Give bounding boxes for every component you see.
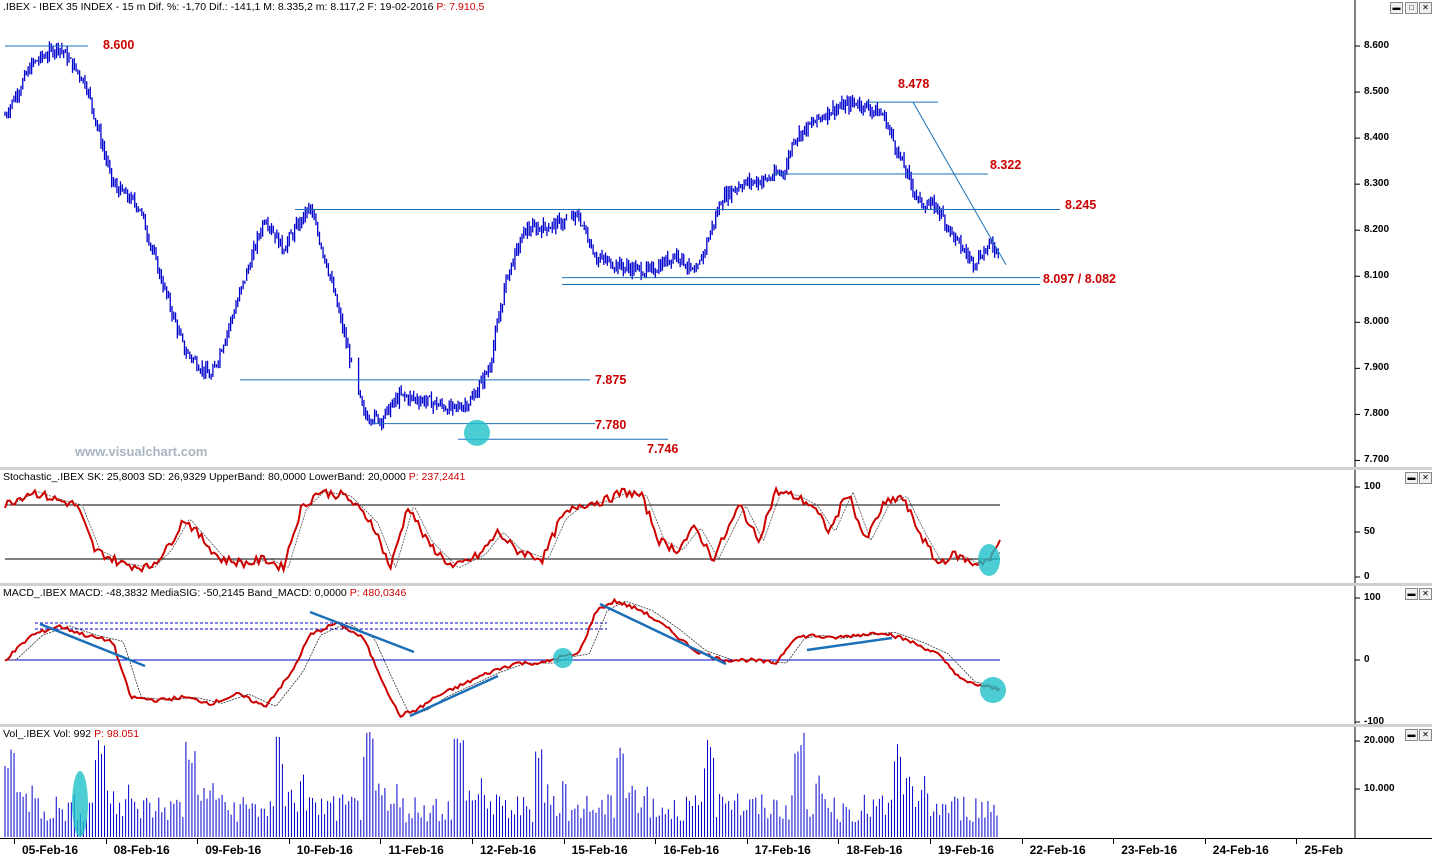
y-tick-label: 8.500: [1364, 86, 1390, 98]
price-panel: .IBEX - IBEX 35 INDEX - 15 m Dif. %: -1,…: [0, 0, 1432, 467]
x-tick-label: 15-Feb-16: [571, 843, 628, 857]
minimize-button[interactable]: ▬: [1405, 729, 1418, 741]
x-tick-label: 09-Feb-16: [205, 843, 262, 857]
x-tick-label: 16-Feb-16: [663, 843, 720, 857]
trend-line: [599, 602, 727, 666]
level-label: 7.875: [595, 373, 627, 387]
x-tick: [105, 839, 107, 844]
x-tick-label: 25-Feb: [1304, 843, 1344, 857]
x-tick: [14, 839, 15, 844]
stochastic-sd-line: [5, 491, 1001, 569]
x-tick: [1113, 839, 1115, 844]
price-panel-title: .IBEX - IBEX 35 INDEX - 15 m Dif. %: -1,…: [3, 1, 485, 13]
macd-panel: MACD_.IBEX MACD: -48,3832 MediaSIG: -50,…: [0, 586, 1432, 727]
maximize-button[interactable]: □: [1405, 2, 1418, 14]
x-tick: [746, 839, 748, 844]
x-tick: [563, 839, 565, 844]
y-tick-label: 8.100: [1364, 270, 1390, 282]
macd-chart: [4, 586, 1360, 726]
x-tick-label: 05-Feb-16: [22, 843, 79, 857]
volume-chart: [4, 727, 1360, 840]
x-tick: [1021, 839, 1023, 844]
x-tick-label: 12-Feb-16: [480, 843, 537, 857]
y-tick-label: 0: [1364, 654, 1370, 665]
stochastic-panel-title: Stochastic_.IBEX SK: 25,8003 SD: 26,9329…: [3, 471, 466, 483]
level-label: 7.746: [647, 442, 679, 456]
level-label: 8.245: [1065, 198, 1097, 212]
x-tick: [930, 839, 931, 844]
y-tick-label: 10.000: [1364, 783, 1395, 794]
highlight-circle: [553, 648, 573, 668]
highlight-circle: [464, 419, 490, 446]
y-tick-label: 8.200: [1364, 224, 1390, 236]
x-tick-label: 19-Feb-16: [938, 843, 995, 857]
x-tick: [472, 839, 473, 844]
stochastic-panel: Stochastic_.IBEX SK: 25,8003 SD: 26,9329…: [0, 470, 1432, 586]
title-bar: [0, 0, 1432, 14]
y-tick-label: 7.900: [1364, 362, 1390, 374]
x-tick-label: 08-Feb-16: [113, 843, 170, 857]
y-tick-label: 8.300: [1364, 178, 1390, 190]
stochastic-chart: [4, 470, 1360, 586]
macd-signal-line: [5, 601, 1001, 717]
x-tick-label: 18-Feb-16: [846, 843, 903, 857]
close-button[interactable]: ✕: [1419, 729, 1432, 741]
level-label: 8.600: [103, 38, 135, 52]
y-tick-label: 7.700: [1364, 454, 1390, 466]
y-tick-label: 8.600: [1364, 40, 1390, 51]
x-tick-label: 11-Feb-16: [388, 843, 444, 857]
trend-line: [309, 610, 415, 654]
level-label: 8.097 / 8.082: [1043, 272, 1116, 286]
x-tick: [1296, 839, 1298, 844]
close-button[interactable]: ✕: [1419, 588, 1432, 600]
trend-line: [39, 622, 146, 668]
close-button[interactable]: ✕: [1419, 2, 1432, 14]
watermark: www.visualchart.com: [75, 444, 208, 459]
y-tick-label: 50: [1364, 526, 1376, 537]
level-label: 7.780: [595, 418, 627, 432]
x-tick-label: 22-Feb-16: [1029, 843, 1086, 857]
x-tick: [380, 839, 382, 844]
stochastic-sk-line: [4, 485, 1001, 574]
x-tick: [288, 839, 290, 844]
highlight-circle: [980, 677, 1006, 703]
x-tick-label: 23-Feb-16: [1121, 843, 1178, 857]
price-chart: [0, 0, 1432, 467]
x-tick-label: 24-Feb-16: [1212, 843, 1269, 857]
x-tick: [197, 839, 199, 844]
minimize-button[interactable]: ▬: [1405, 472, 1418, 484]
y-tick-label: 8.000: [1364, 316, 1390, 328]
y-tick-label: 0: [1364, 571, 1370, 582]
x-tick-label: 17-Feb-16: [754, 843, 811, 857]
y-tick-label: 7.800: [1364, 408, 1390, 420]
x-tick: [1204, 839, 1206, 844]
y-tick-label: 8.400: [1364, 132, 1390, 144]
y-tick-label: -100: [1364, 716, 1385, 727]
minimize-button[interactable]: ▬: [1405, 588, 1418, 600]
macd-panel-title: MACD_.IBEX MACD: -48,3832 MediaSIG: -50,…: [3, 587, 407, 599]
trend-line: [409, 674, 499, 718]
volume-panel-title: Vol_.IBEX Vol: 992 P: 98.051: [3, 728, 140, 740]
minimize-button[interactable]: ▬: [1390, 2, 1403, 14]
x-tick: [838, 839, 840, 844]
trend-line: [912, 101, 1007, 265]
y-tick-label: 100: [1364, 592, 1381, 603]
x-tick: [655, 839, 657, 844]
close-button[interactable]: ✕: [1419, 472, 1432, 484]
macd-line: [4, 597, 1001, 719]
y-tick-label: 100: [1364, 481, 1381, 492]
y-tick-label: 20.000: [1364, 735, 1395, 746]
highlight-circle: [72, 771, 88, 837]
x-axis: 05-Feb-16 08-Feb-16 09-Feb-16 10-Feb-16 11-F…: [0, 838, 1432, 858]
x-tick-label: 10-Feb-16: [296, 843, 353, 857]
highlight-circle: [978, 544, 1000, 576]
level-label: 8.478: [898, 77, 930, 91]
level-label: 8.322: [990, 158, 1022, 172]
volume-panel: Vol_.IBEX Vol: 992 P: 98.051 ▬ ✕ 20.000 1…: [0, 727, 1432, 840]
trend-line: [806, 636, 893, 652]
